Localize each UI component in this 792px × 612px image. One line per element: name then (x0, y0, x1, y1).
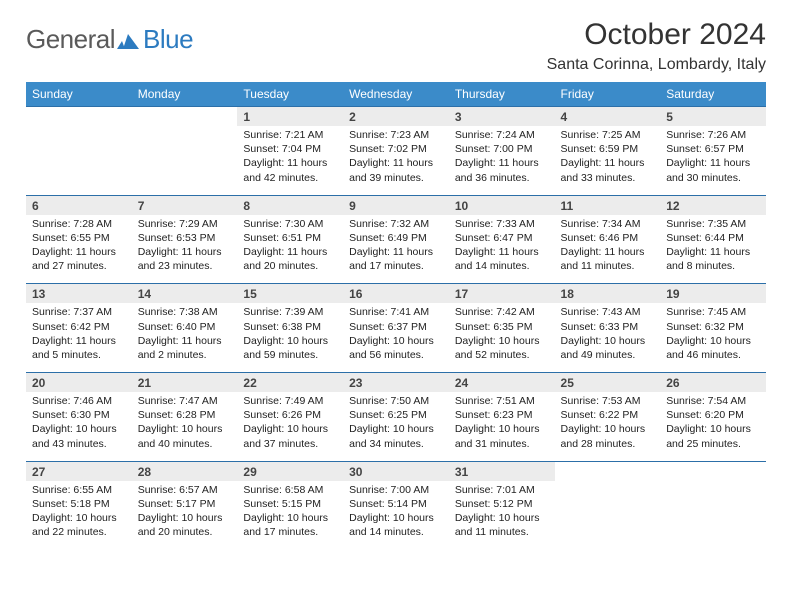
day-content-cell: Sunrise: 7:32 AMSunset: 6:49 PMDaylight:… (343, 215, 449, 284)
day-number-cell: 3 (449, 107, 555, 127)
day-content-cell: Sunrise: 7:25 AMSunset: 6:59 PMDaylight:… (555, 126, 661, 195)
day-content-cell: Sunrise: 7:00 AMSunset: 5:14 PMDaylight:… (343, 481, 449, 550)
day-number-cell: 7 (132, 195, 238, 215)
day-number-cell: 29 (237, 461, 343, 481)
day-number-cell: 15 (237, 284, 343, 304)
day-number-cell: 9 (343, 195, 449, 215)
weekday-header-cell: Saturday (660, 82, 766, 107)
calendar-table: SundayMondayTuesdayWednesdayThursdayFrid… (26, 82, 766, 549)
header-bar: General Blue October 2024 Santa Corinna,… (26, 18, 766, 74)
day-content-cell: Sunrise: 7:29 AMSunset: 6:53 PMDaylight:… (132, 215, 238, 284)
day-content-cell: Sunrise: 7:35 AMSunset: 6:44 PMDaylight:… (660, 215, 766, 284)
logo: General Blue (26, 24, 193, 55)
day-number-cell: 18 (555, 284, 661, 304)
day-content-cell: Sunrise: 6:57 AMSunset: 5:17 PMDaylight:… (132, 481, 238, 550)
day-content-cell: Sunrise: 7:53 AMSunset: 6:22 PMDaylight:… (555, 392, 661, 461)
day-content-cell: Sunrise: 7:43 AMSunset: 6:33 PMDaylight:… (555, 303, 661, 372)
empty-cell (660, 461, 766, 481)
day-content-cell: Sunrise: 7:39 AMSunset: 6:38 PMDaylight:… (237, 303, 343, 372)
day-content-cell: Sunrise: 7:26 AMSunset: 6:57 PMDaylight:… (660, 126, 766, 195)
day-number-cell: 5 (660, 107, 766, 127)
day-content-cell: Sunrise: 7:33 AMSunset: 6:47 PMDaylight:… (449, 215, 555, 284)
day-content-cell: Sunrise: 7:28 AMSunset: 6:55 PMDaylight:… (26, 215, 132, 284)
day-number-cell: 27 (26, 461, 132, 481)
day-number-cell: 28 (132, 461, 238, 481)
day-content-cell: Sunrise: 7:50 AMSunset: 6:25 PMDaylight:… (343, 392, 449, 461)
weekday-header-cell: Monday (132, 82, 238, 107)
logo-text-blue: Blue (143, 24, 193, 55)
empty-cell (660, 481, 766, 550)
weekday-header-cell: Tuesday (237, 82, 343, 107)
day-content-cell: Sunrise: 7:30 AMSunset: 6:51 PMDaylight:… (237, 215, 343, 284)
day-content-cell: Sunrise: 7:46 AMSunset: 6:30 PMDaylight:… (26, 392, 132, 461)
day-content-cell: Sunrise: 7:54 AMSunset: 6:20 PMDaylight:… (660, 392, 766, 461)
day-number-cell: 12 (660, 195, 766, 215)
day-number-cell: 4 (555, 107, 661, 127)
day-number-cell: 30 (343, 461, 449, 481)
logo-text-general: General (26, 24, 115, 55)
day-content-cell: Sunrise: 7:49 AMSunset: 6:26 PMDaylight:… (237, 392, 343, 461)
empty-cell (555, 461, 661, 481)
day-number-cell: 2 (343, 107, 449, 127)
empty-cell (132, 107, 238, 127)
day-number-cell: 23 (343, 373, 449, 393)
day-content-cell: Sunrise: 7:21 AMSunset: 7:04 PMDaylight:… (237, 126, 343, 195)
title-block: October 2024 Santa Corinna, Lombardy, It… (547, 18, 766, 74)
day-content-cell: Sunrise: 7:24 AMSunset: 7:00 PMDaylight:… (449, 126, 555, 195)
empty-cell (555, 481, 661, 550)
day-content-cell: Sunrise: 7:38 AMSunset: 6:40 PMDaylight:… (132, 303, 238, 372)
day-number-cell: 20 (26, 373, 132, 393)
day-content-cell: Sunrise: 6:55 AMSunset: 5:18 PMDaylight:… (26, 481, 132, 550)
day-number-cell: 14 (132, 284, 238, 304)
day-content-cell: Sunrise: 7:47 AMSunset: 6:28 PMDaylight:… (132, 392, 238, 461)
day-number-cell: 17 (449, 284, 555, 304)
calendar-weekday-header: SundayMondayTuesdayWednesdayThursdayFrid… (26, 82, 766, 107)
day-number-cell: 13 (26, 284, 132, 304)
location-subtitle: Santa Corinna, Lombardy, Italy (547, 56, 766, 74)
calendar-body: 12345Sunrise: 7:21 AMSunset: 7:04 PMDayl… (26, 107, 766, 550)
day-number-cell: 31 (449, 461, 555, 481)
day-content-cell: Sunrise: 7:34 AMSunset: 6:46 PMDaylight:… (555, 215, 661, 284)
day-content-cell: Sunrise: 7:42 AMSunset: 6:35 PMDaylight:… (449, 303, 555, 372)
empty-cell (26, 126, 132, 195)
day-number-cell: 26 (660, 373, 766, 393)
day-number-cell: 6 (26, 195, 132, 215)
weekday-header-cell: Sunday (26, 82, 132, 107)
empty-cell (132, 126, 238, 195)
day-number-cell: 10 (449, 195, 555, 215)
day-number-cell: 21 (132, 373, 238, 393)
day-content-cell: Sunrise: 7:23 AMSunset: 7:02 PMDaylight:… (343, 126, 449, 195)
day-number-cell: 24 (449, 373, 555, 393)
day-number-cell: 11 (555, 195, 661, 215)
day-content-cell: Sunrise: 7:45 AMSunset: 6:32 PMDaylight:… (660, 303, 766, 372)
day-number-cell: 1 (237, 107, 343, 127)
logo-mark-icon (117, 31, 141, 49)
month-title: October 2024 (547, 18, 766, 52)
weekday-header-cell: Thursday (449, 82, 555, 107)
day-number-cell: 22 (237, 373, 343, 393)
day-content-cell: Sunrise: 7:41 AMSunset: 6:37 PMDaylight:… (343, 303, 449, 372)
day-number-cell: 8 (237, 195, 343, 215)
weekday-header-cell: Wednesday (343, 82, 449, 107)
empty-cell (26, 107, 132, 127)
day-content-cell: Sunrise: 7:37 AMSunset: 6:42 PMDaylight:… (26, 303, 132, 372)
day-content-cell: Sunrise: 7:51 AMSunset: 6:23 PMDaylight:… (449, 392, 555, 461)
day-number-cell: 25 (555, 373, 661, 393)
day-content-cell: Sunrise: 6:58 AMSunset: 5:15 PMDaylight:… (237, 481, 343, 550)
weekday-header-cell: Friday (555, 82, 661, 107)
day-number-cell: 19 (660, 284, 766, 304)
day-content-cell: Sunrise: 7:01 AMSunset: 5:12 PMDaylight:… (449, 481, 555, 550)
day-number-cell: 16 (343, 284, 449, 304)
